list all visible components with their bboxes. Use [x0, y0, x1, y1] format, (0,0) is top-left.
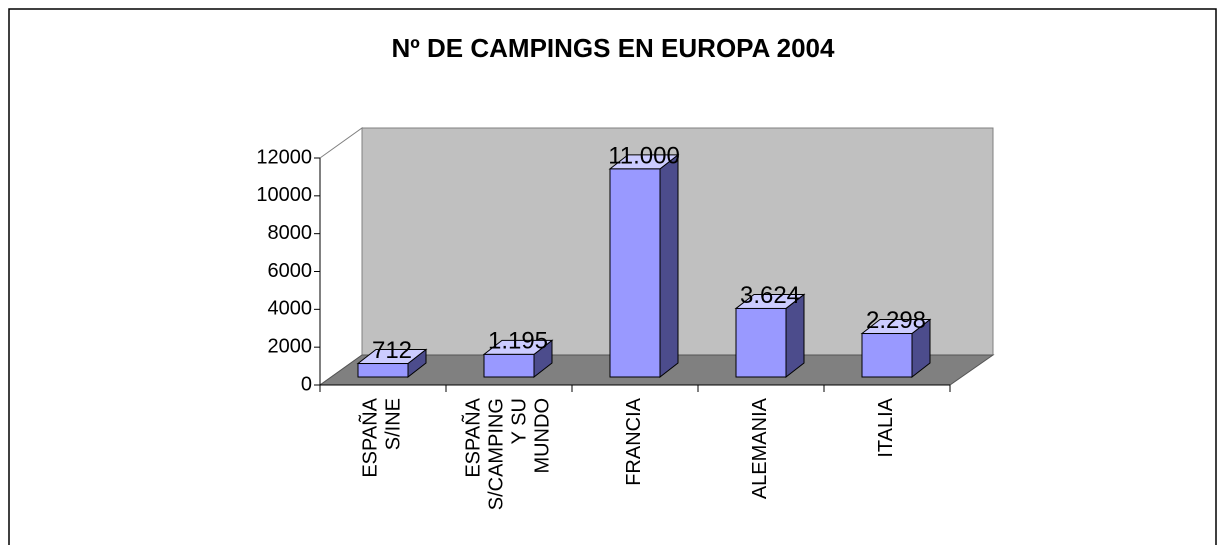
value-label: 3.624	[740, 282, 800, 309]
y-tick-label: 6000	[268, 260, 313, 282]
x-tick-label: ITALIA	[875, 397, 897, 457]
x-tick-label: ESPAÑAS/INE	[358, 397, 405, 477]
x-tick-label-line: ESPAÑA	[358, 397, 382, 477]
value-label: 1.195	[488, 328, 548, 355]
y-tick-label: 4000	[268, 298, 313, 320]
x-tick-label-line: S/CAMPING	[486, 398, 508, 510]
y-tick-label: 12000	[256, 146, 312, 168]
bar	[483, 353, 535, 378]
bar	[861, 333, 913, 378]
side-wall	[319, 127, 363, 386]
x-tick-label: FRANCIA	[623, 397, 645, 485]
y-tick-label: 2000	[268, 335, 313, 357]
x-tick-label-line: MUNDO	[532, 398, 554, 474]
chart-title: Nº DE CAMPINGS EN EUROPA 2004	[392, 33, 835, 63]
x-tick-label-line: S/INE	[383, 398, 405, 450]
y-tick-label: 8000	[268, 222, 313, 244]
y-tick-label: 10000	[256, 184, 312, 206]
x-tick-label-line: ESPAÑA	[461, 397, 485, 477]
value-label: 11.000	[608, 142, 680, 169]
bar	[609, 168, 661, 378]
x-tick-label-line: FRANCIA	[623, 397, 645, 485]
x-tick-label-line: ITALIA	[875, 397, 897, 457]
bar	[357, 363, 409, 378]
x-tick-label: ESPAÑAS/CAMPINGY SUMUNDO	[461, 397, 554, 510]
y-tick-label: 0	[301, 373, 312, 395]
bar-side	[659, 153, 679, 379]
x-tick-label-line: Y SU	[509, 398, 531, 444]
chart-frame	[8, 8, 1217, 545]
x-tick-label: ALEMANIA	[749, 397, 771, 499]
value-label: 2.298	[866, 307, 926, 334]
bar	[735, 307, 787, 378]
x-tick-label-line: ALEMANIA	[749, 397, 771, 499]
value-label: 712	[372, 337, 412, 364]
